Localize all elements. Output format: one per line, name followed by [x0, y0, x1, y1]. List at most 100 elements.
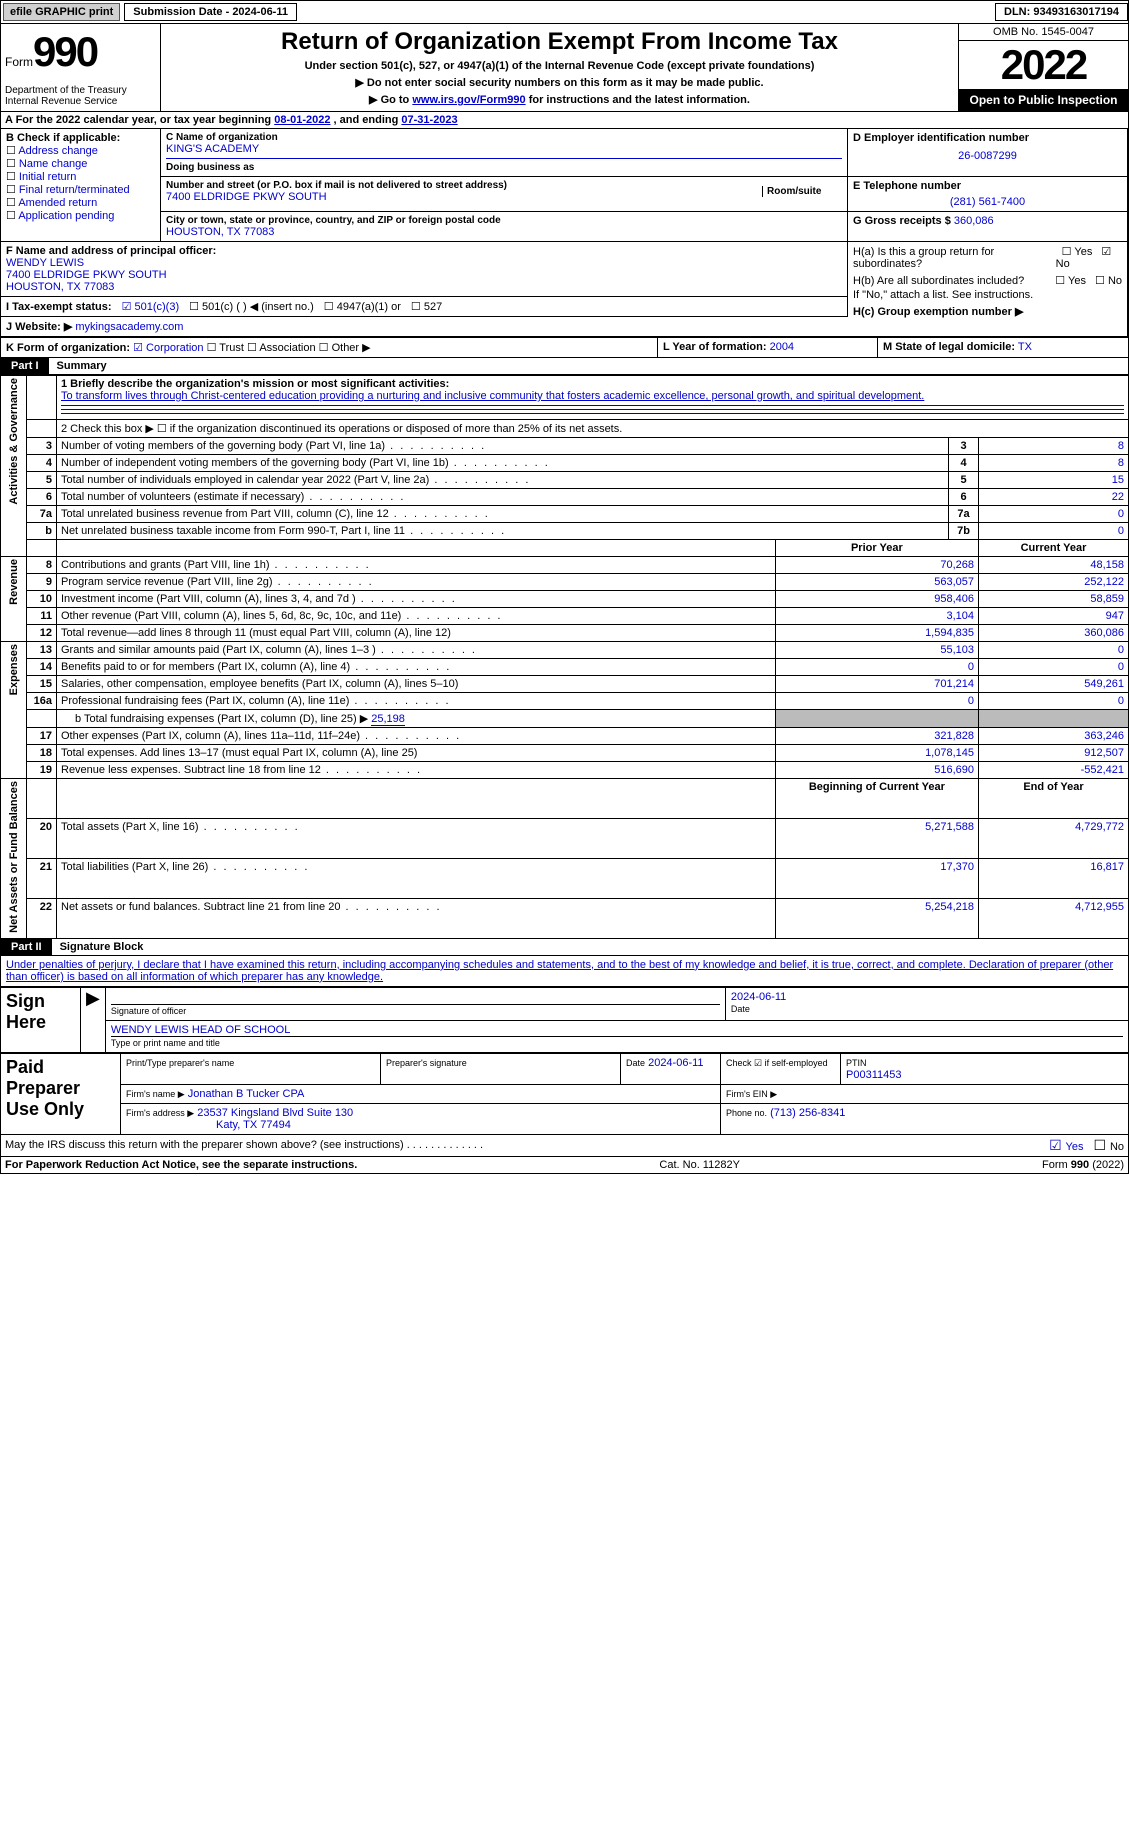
- firm-ein: Firm's EIN ▶: [721, 1084, 1129, 1103]
- row-5: 5 Total number of individuals employed i…: [1, 472, 1129, 489]
- row-10: 10 Investment income (Part VIII, column …: [1, 591, 1129, 608]
- year-formation: 2004: [770, 341, 794, 353]
- check-final-return[interactable]: Final return/terminated: [6, 183, 155, 196]
- ptin: PTIN P00311453: [841, 1053, 1129, 1084]
- row-headers-rev: Prior Year Current Year: [1, 540, 1129, 557]
- paid-preparer-label: Paid Preparer Use Only: [1, 1053, 121, 1134]
- form-other[interactable]: Other ▶: [319, 342, 371, 354]
- h-b-yes[interactable]: Yes: [1055, 275, 1086, 287]
- side-expenses: Expenses: [1, 642, 27, 779]
- self-employed-check[interactable]: Check ☑ if self-employed: [721, 1053, 841, 1084]
- block-l: L Year of formation: 2004: [658, 338, 878, 357]
- tax-year-end: 07-31-2023: [401, 114, 457, 126]
- line-1: 1 Briefly describe the organization's mi…: [57, 376, 1129, 420]
- subtitle-1: Under section 501(c), 527, or 4947(a)(1)…: [167, 60, 952, 72]
- row-21: 21 Total liabilities (Part X, line 26) 1…: [1, 858, 1129, 898]
- discuss-row: May the IRS discuss this return with the…: [0, 1135, 1129, 1157]
- form-header: Form 990 Department of the Treasury Inte…: [0, 24, 1129, 112]
- officer-addr2: HOUSTON, TX 77083: [6, 281, 114, 293]
- paid-preparer-block: Paid Preparer Use Only Print/Type prepar…: [0, 1053, 1129, 1135]
- org-street: 7400 ELDRIDGE PKWY SOUTH: [166, 191, 754, 203]
- tax-4947[interactable]: 4947(a)(1) or: [324, 300, 401, 313]
- omb-number: OMB No. 1545-0047: [959, 24, 1128, 41]
- row-7a: 7a Total unrelated business revenue from…: [1, 506, 1129, 523]
- sign-here-label: Sign Here: [1, 987, 81, 1052]
- gross-receipts: 360,086: [954, 215, 994, 227]
- klm-row: K Form of organization: Corporation Trus…: [0, 338, 1129, 358]
- block-c-city: City or town, state or province, country…: [161, 212, 848, 242]
- irs-link[interactable]: www.irs.gov/Form990: [412, 94, 525, 106]
- officer-signature[interactable]: Signature of officer: [105, 987, 725, 1020]
- row-16b: b Total fundraising expenses (Part IX, c…: [1, 710, 1129, 728]
- footer: For Paperwork Reduction Act Notice, see …: [0, 1157, 1129, 1174]
- preparer-signature[interactable]: Preparer's signature: [381, 1053, 621, 1084]
- block-f: F Name and address of principal officer:…: [1, 242, 848, 297]
- tax-501c3[interactable]: 501(c)(3): [122, 300, 180, 313]
- row-6: 6 Total number of volunteers (estimate i…: [1, 489, 1129, 506]
- row-7b: b Net unrelated business taxable income …: [1, 523, 1129, 540]
- row-16a: 16a Professional fundraising fees (Part …: [1, 693, 1129, 710]
- row-22: 22 Net assets or fund balances. Subtract…: [1, 898, 1129, 938]
- row-4: 4 Number of independent voting members o…: [1, 455, 1129, 472]
- discuss-no[interactable]: No: [1093, 1137, 1124, 1154]
- row-20: 20 Total assets (Part X, line 16) 5,271,…: [1, 818, 1129, 858]
- submission-date: Submission Date - 2024-06-11: [124, 3, 297, 21]
- tax-501c[interactable]: 501(c) ( ) ◀ (insert no.): [189, 300, 314, 313]
- discuss-yes[interactable]: Yes: [1049, 1137, 1083, 1154]
- officer-name-title: WENDY LEWIS HEAD OF SCHOOL Type or print…: [105, 1020, 1128, 1052]
- sign-here-block: Sign Here ▶ Signature of officer 2024-06…: [0, 987, 1129, 1053]
- row-18: 18 Total expenses. Add lines 13–17 (must…: [1, 745, 1129, 762]
- part-2-header: Part II Signature Block: [0, 939, 1129, 956]
- mission-text: To transform lives through Christ-center…: [61, 390, 924, 402]
- org-name: KING'S ACADEMY: [166, 143, 842, 155]
- block-c-name: C Name of organization KING'S ACADEMY Do…: [161, 129, 848, 177]
- header-right: OMB No. 1545-0047 2022 Open to Public In…: [958, 24, 1128, 111]
- check-application-pending[interactable]: Application pending: [6, 209, 155, 222]
- form-title: Return of Organization Exempt From Incom…: [167, 28, 952, 56]
- website: mykingsacademy.com: [75, 321, 183, 333]
- block-b: B Check if applicable: Address change Na…: [1, 129, 161, 242]
- block-g: G Gross receipts $ 360,086: [848, 212, 1128, 242]
- side-revenue: Revenue: [1, 557, 27, 642]
- row-3: 3 Number of voting members of the govern…: [1, 438, 1129, 455]
- check-initial-return[interactable]: Initial return: [6, 170, 155, 183]
- identity-grid: B Check if applicable: Address change Na…: [0, 129, 1129, 338]
- firm-address: Firm's address ▶ 23537 Kingsland Blvd Su…: [121, 1103, 721, 1134]
- block-k: K Form of organization: Corporation Trus…: [1, 338, 658, 357]
- perjury-statement: Under penalties of perjury, I declare th…: [0, 956, 1129, 987]
- check-amended-return[interactable]: Amended return: [6, 196, 155, 209]
- block-h: H(a) Is this a group return for subordin…: [848, 242, 1128, 337]
- side-activities: Activities & Governance: [1, 376, 27, 557]
- check-address-change[interactable]: Address change: [6, 144, 155, 157]
- tax-year: 2022: [959, 41, 1128, 89]
- h-b-no[interactable]: No: [1095, 275, 1122, 287]
- tax-527[interactable]: 527: [411, 300, 442, 313]
- preparer-name: Print/Type preparer's name: [121, 1053, 381, 1084]
- topbar: efile GRAPHIC print Submission Date - 20…: [0, 0, 1129, 24]
- part-1-header: Part I Summary: [0, 358, 1129, 375]
- firm-phone: Phone no. (713) 256-8341: [721, 1103, 1129, 1134]
- h-a-yes[interactable]: Yes: [1062, 246, 1093, 258]
- row-14: 14 Benefits paid to or for members (Part…: [1, 659, 1129, 676]
- subtitle-3: Go to www.irs.gov/Form990 for instructio…: [167, 93, 952, 106]
- row-15: 15 Salaries, other compensation, employe…: [1, 676, 1129, 693]
- row-11: 11 Other revenue (Part VIII, column (A),…: [1, 608, 1129, 625]
- form-trust[interactable]: Trust: [207, 342, 244, 354]
- summary-table: Activities & Governance 1 Briefly descri…: [0, 375, 1129, 939]
- telephone: (281) 561-7400: [853, 196, 1122, 208]
- subtitle-2: Do not enter social security numbers on …: [167, 76, 952, 89]
- tax-year-begin: 08-01-2022: [274, 114, 330, 126]
- check-name-change[interactable]: Name change: [6, 157, 155, 170]
- line-2: 2 Check this box ▶ ☐ if the organization…: [57, 420, 1129, 438]
- block-i: I Tax-exempt status: 501(c)(3) 501(c) ( …: [1, 297, 848, 317]
- dln: DLN: 93493163017194: [995, 3, 1128, 21]
- state-domicile: TX: [1018, 341, 1032, 353]
- header-mid: Return of Organization Exempt From Incom…: [161, 24, 958, 111]
- form-corp[interactable]: Corporation: [133, 342, 203, 354]
- efile-print-button[interactable]: efile GRAPHIC print: [3, 3, 120, 21]
- block-d: D Employer identification number 26-0087…: [848, 129, 1128, 177]
- header-left: Form 990 Department of the Treasury Inte…: [1, 24, 161, 111]
- form-assoc[interactable]: Association: [247, 342, 316, 354]
- preparer-date: Date 2024-06-11: [621, 1053, 721, 1084]
- block-m: M State of legal domicile: TX: [878, 338, 1128, 357]
